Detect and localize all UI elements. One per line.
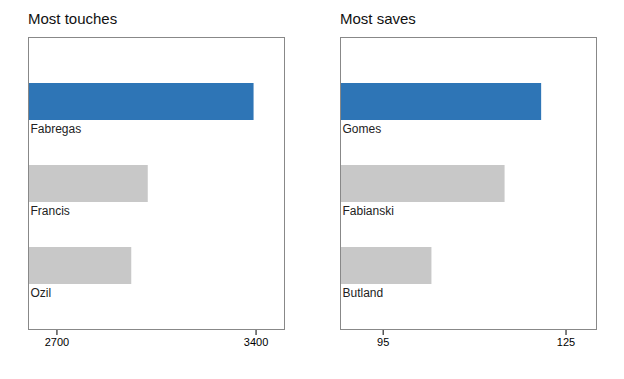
svg-text:Butland: Butland	[343, 286, 384, 300]
svg-text:Fabianski: Fabianski	[343, 204, 394, 218]
svg-text:Francis: Francis	[31, 204, 70, 218]
svg-text:Gomes: Gomes	[343, 122, 382, 136]
svg-text:125: 125	[557, 336, 575, 348]
svg-text:3400: 3400	[244, 336, 268, 348]
svg-text:95: 95	[377, 336, 389, 348]
svg-text:Fabregas: Fabregas	[31, 122, 82, 136]
html-text:Most saves: Most saves	[340, 10, 416, 27]
svg-text:2700: 2700	[45, 336, 69, 348]
svg-text:Ozil: Ozil	[31, 286, 52, 300]
html-text:Most touches: Most touches	[28, 10, 118, 27]
